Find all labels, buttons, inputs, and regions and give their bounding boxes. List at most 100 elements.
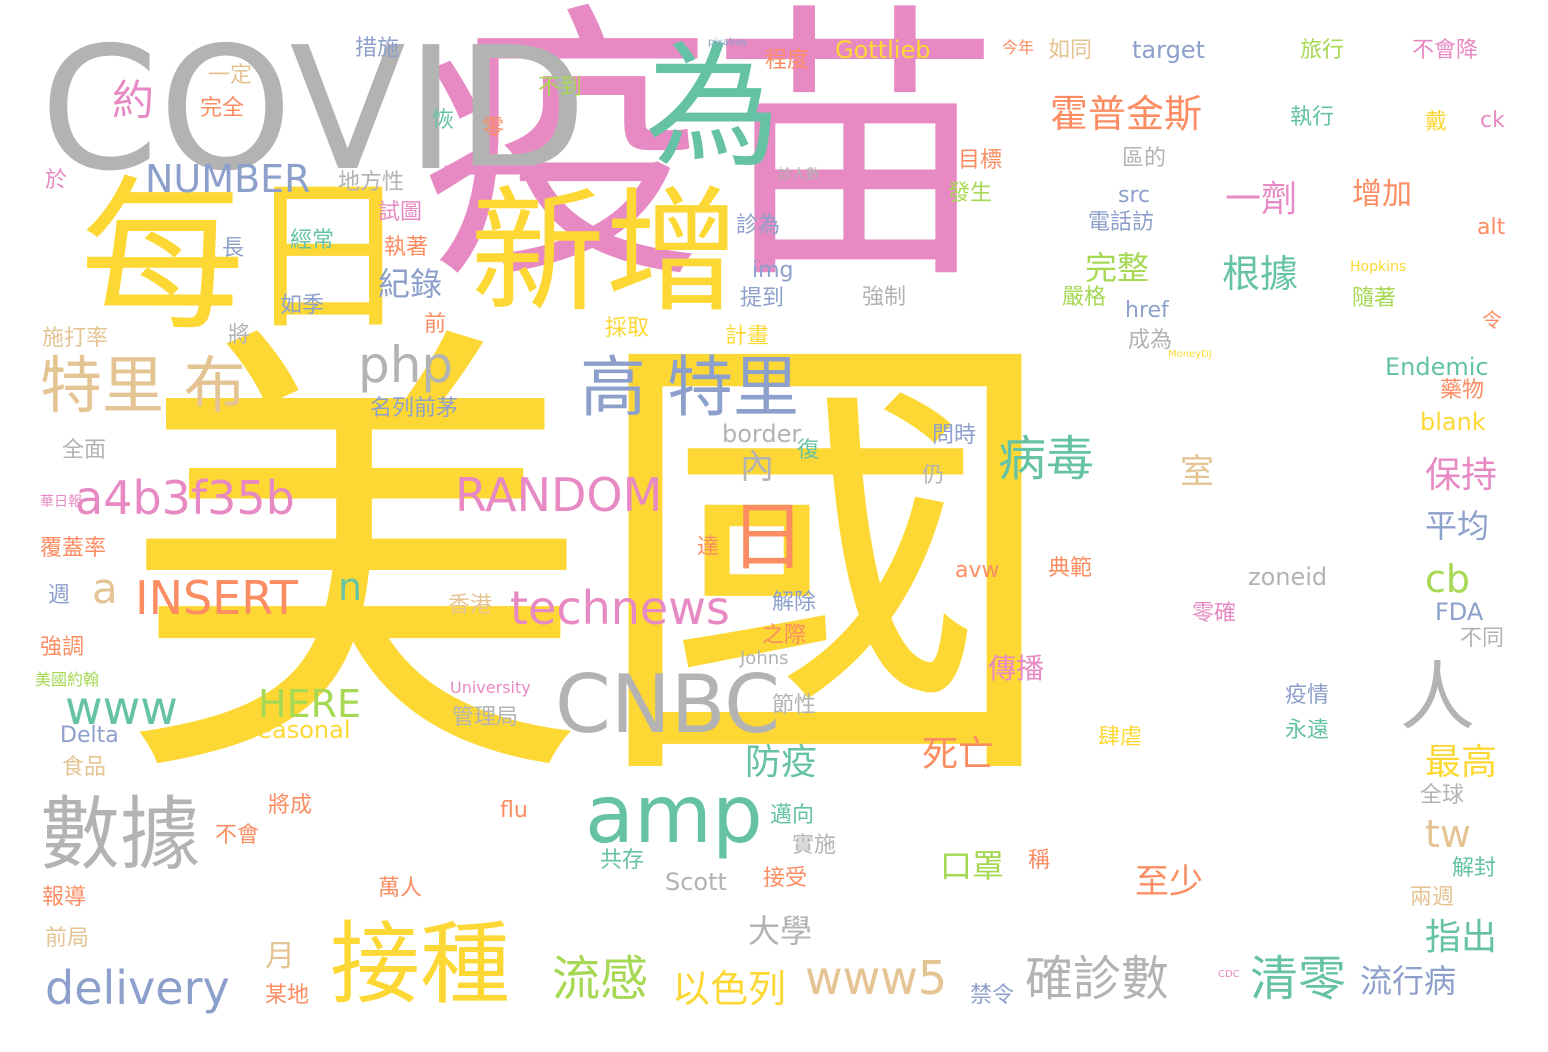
cloud-word: RANDOM bbox=[455, 468, 663, 522]
cloud-word: 典範 bbox=[1048, 556, 1093, 581]
cloud-word: Gottlieb bbox=[835, 36, 931, 64]
cloud-word: 美國約翰 bbox=[35, 670, 100, 689]
cloud-word: 內 bbox=[740, 447, 774, 487]
cloud-word: 一 bbox=[440, 111, 550, 239]
cloud-word: tw bbox=[1425, 812, 1471, 856]
cloud-word: 管理局 bbox=[452, 705, 519, 730]
cloud-word: Seasonal bbox=[242, 716, 351, 744]
cloud-word: 零確 bbox=[1192, 601, 1237, 626]
cloud-word: 至少 bbox=[1135, 862, 1203, 902]
cloud-word: Scott bbox=[665, 868, 727, 896]
cloud-word: 復 bbox=[797, 438, 820, 463]
cloud-word: 提到 bbox=[740, 286, 785, 311]
cloud-word: 日 bbox=[730, 493, 806, 581]
cloud-word: 食品 bbox=[62, 755, 107, 780]
cloud-word: 區的 bbox=[1122, 146, 1167, 171]
cloud-word: 不同 bbox=[1460, 626, 1505, 651]
cloud-word: 紀錄 bbox=[378, 265, 443, 303]
cloud-word: 接受 bbox=[763, 866, 808, 891]
cloud-word: 高 特里 bbox=[580, 349, 799, 426]
cloud-word: 每日 bbox=[80, 161, 410, 353]
cloud-word: img bbox=[752, 258, 794, 283]
cloud-word: 新增 bbox=[470, 174, 740, 331]
cloud-word: 措施 bbox=[355, 36, 400, 61]
cloud-word: 平均 bbox=[1425, 507, 1490, 545]
cloud-word: border bbox=[722, 420, 802, 448]
cloud-word: 特里 布 bbox=[40, 349, 246, 422]
cloud-word: 清零 bbox=[1250, 951, 1347, 1007]
cloud-word: 電話訪 bbox=[1088, 210, 1155, 235]
cloud-word: 萬人 bbox=[378, 876, 423, 901]
cloud-word: ck bbox=[1480, 108, 1505, 133]
cloud-word: 兩週 bbox=[1410, 885, 1455, 910]
cloud-word: 霍普金斯 bbox=[1050, 92, 1203, 136]
cloud-word: 前 bbox=[424, 312, 447, 337]
cloud-word: 如季 bbox=[280, 293, 325, 318]
cloud-word: 一劑 bbox=[1225, 179, 1298, 220]
cloud-word: 診為 bbox=[736, 213, 781, 238]
cloud-word: 於 bbox=[45, 168, 68, 193]
cloud-word: 零 bbox=[482, 116, 505, 141]
cloud-word: 隨著 bbox=[1352, 286, 1397, 311]
cloud-word: target bbox=[1132, 36, 1205, 64]
cloud-word: 將 bbox=[228, 323, 251, 348]
cloud-word: 不會降 bbox=[1412, 38, 1479, 63]
cloud-word: avw bbox=[955, 558, 1000, 583]
cloud-word: 如同 bbox=[1048, 38, 1093, 63]
cloud-word: MoneyDJ bbox=[1168, 349, 1212, 360]
cloud-word: 禁令 bbox=[970, 983, 1015, 1008]
cloud-word: 計畫 bbox=[725, 324, 770, 349]
cloud-word: 共存 bbox=[600, 848, 645, 873]
cloud-word: 華日報 bbox=[40, 494, 82, 510]
cloud-word: a4b3f35b bbox=[75, 471, 295, 525]
cloud-word: 邁向 bbox=[770, 803, 815, 828]
cloud-word: CNBC bbox=[555, 658, 781, 751]
cloud-word: 藥物 bbox=[1440, 378, 1485, 403]
cloud-word: 死亡 bbox=[922, 734, 995, 775]
cloud-word: delivery bbox=[45, 961, 230, 1015]
cloud-word: 完全 bbox=[200, 96, 245, 121]
cloud-word: zoneid bbox=[1248, 563, 1328, 591]
cloud-word: 大學 bbox=[748, 912, 813, 950]
cloud-word: 室 bbox=[1180, 452, 1214, 492]
cloud-word: 程度 bbox=[765, 48, 810, 73]
cloud-word: 完整 bbox=[1085, 249, 1150, 287]
cloud-word: 之際 bbox=[762, 623, 807, 648]
cloud-word: 強制 bbox=[862, 285, 907, 310]
cloud-word: 全球 bbox=[1420, 783, 1465, 808]
cloud-word: 採取 bbox=[605, 316, 650, 341]
cloud-word: 某地 bbox=[265, 983, 310, 1008]
cloud-word: 增加 bbox=[1352, 177, 1412, 212]
cloud-word: cb bbox=[1425, 557, 1471, 601]
cloud-word: 執著 bbox=[384, 235, 429, 260]
cloud-word: 戴 bbox=[1425, 110, 1448, 135]
cloud-word: 覆蓋率 bbox=[40, 536, 107, 561]
cloud-word: 強調 bbox=[40, 635, 85, 660]
cloud-word: 節性 bbox=[772, 693, 817, 718]
cloud-word: 長 bbox=[222, 236, 245, 261]
cloud-word: University bbox=[450, 678, 531, 697]
cloud-word: 達 bbox=[697, 535, 720, 560]
cloud-word: 仍 bbox=[922, 463, 945, 488]
cloud-word: amp bbox=[585, 768, 763, 861]
cloud-word: NUMBER bbox=[145, 157, 311, 201]
cloud-word: 發生 bbox=[948, 181, 993, 206]
cloud-word: 肆虐 bbox=[1098, 725, 1143, 750]
cloud-word: 防疫 bbox=[745, 742, 818, 783]
cloud-word: n bbox=[338, 565, 363, 609]
cloud-word: 地方性 bbox=[338, 170, 405, 195]
cloud-word: 報導 bbox=[42, 885, 87, 910]
cloud-word: 恢 bbox=[432, 108, 455, 133]
cloud-word: 數據 bbox=[40, 788, 200, 881]
cloud-word: 問時 bbox=[932, 423, 977, 448]
cloud-word: 經常 bbox=[290, 228, 335, 253]
cloud-word: src bbox=[1118, 183, 1151, 208]
cloud-word: 根據 bbox=[1222, 252, 1299, 296]
cloud-word: FDA bbox=[1435, 598, 1484, 626]
cloud-word: pixabay bbox=[708, 37, 748, 48]
cloud-word: 成為 bbox=[1128, 328, 1173, 353]
cloud-word: 指出 bbox=[1425, 917, 1498, 958]
cloud-word: 週 bbox=[48, 583, 71, 608]
cloud-word: 診人數 bbox=[778, 167, 820, 183]
